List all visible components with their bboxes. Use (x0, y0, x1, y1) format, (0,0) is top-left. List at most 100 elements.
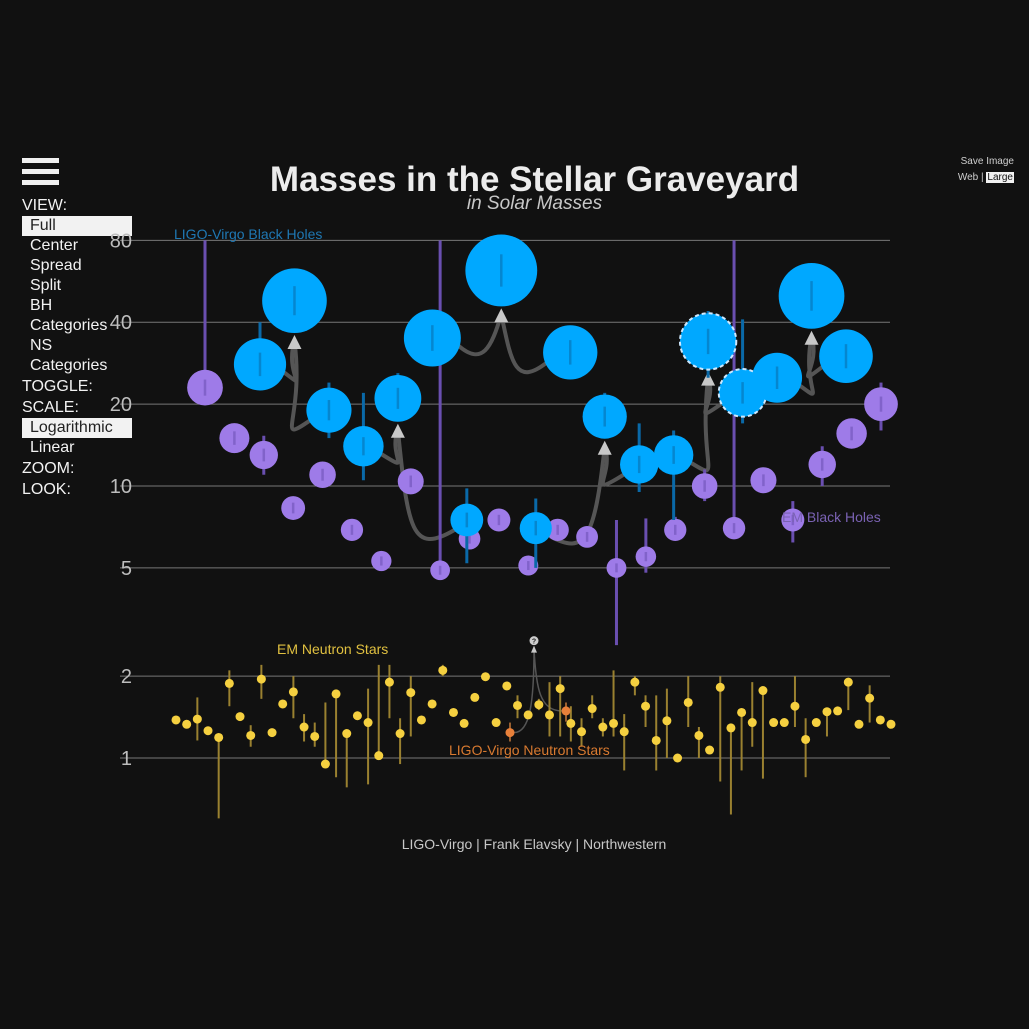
em-neutron-star-point[interactable] (331, 689, 341, 699)
em-neutron-star-point[interactable] (374, 751, 384, 761)
em-neutron-star-point[interactable] (630, 677, 640, 687)
view-option-spread[interactable]: Spread (30, 257, 82, 274)
em-neutron-star-point[interactable] (171, 715, 181, 725)
em-neutron-star-point[interactable] (320, 759, 330, 769)
em-neutron-star-point[interactable] (299, 722, 309, 732)
save-image-panel: Save Image Web | Large (958, 154, 1014, 186)
em-neutron-star-point[interactable] (790, 701, 800, 711)
em-neutron-star-point[interactable] (406, 688, 416, 698)
y-tick-label: 1 (121, 748, 132, 770)
chart-title: Masses in the Stellar Graveyard (269, 160, 800, 199)
em-neutron-star-point[interactable] (609, 718, 619, 728)
em-neutron-star-point[interactable] (705, 745, 715, 755)
em-neutron-star-point[interactable] (545, 710, 555, 720)
em-neutron-star-point[interactable] (534, 700, 544, 710)
em-neutron-star-point[interactable] (577, 727, 587, 737)
em-neutron-star-point[interactable] (427, 699, 437, 709)
em-neutron-star-point[interactable] (747, 718, 757, 728)
question-mark-icon[interactable] (529, 636, 539, 646)
em-neutron-star-point[interactable] (779, 718, 789, 728)
em-neutron-star-point[interactable] (192, 714, 202, 724)
em-neutron-star-point[interactable] (769, 718, 779, 728)
em-neutron-star-point[interactable] (811, 718, 821, 728)
em-neutron-star-point[interactable] (256, 674, 266, 684)
em-neutron-star-point[interactable] (758, 686, 768, 696)
em-neutron-star-point[interactable] (673, 753, 683, 763)
em-neutron-star-point[interactable] (886, 719, 896, 729)
save-image-label: Save Image (960, 156, 1014, 167)
em-neutron-star-point[interactable] (715, 682, 725, 692)
hamburger-menu-icon[interactable] (22, 158, 59, 188)
ligo-neutron-star-point[interactable] (561, 706, 571, 716)
em-neutron-star-point[interactable] (801, 734, 811, 744)
view-option-center[interactable]: Center (30, 237, 79, 254)
em-neutron-star-point[interactable] (384, 677, 394, 687)
em-neutron-star-point[interactable] (203, 726, 213, 736)
merger-arrowhead (597, 440, 612, 455)
em-neutron-star-point[interactable] (865, 693, 875, 703)
em-neutron-star-point[interactable] (651, 735, 661, 745)
view-option-split[interactable]: Split (30, 277, 62, 294)
em-neutron-star-point[interactable] (523, 710, 533, 720)
y-tick-label: 80 (110, 230, 132, 252)
em-neutron-star-point[interactable] (833, 706, 843, 716)
em-neutron-star-point[interactable] (512, 700, 522, 710)
em-neutron-star-point[interactable] (459, 718, 469, 728)
em-neutron-star-point[interactable] (235, 712, 245, 722)
em-neutron-star-point[interactable] (491, 718, 501, 728)
em-neutron-star-point[interactable] (470, 692, 480, 702)
em-neutron-star-point[interactable] (502, 681, 512, 691)
em-neutron-star-point[interactable] (619, 727, 629, 737)
em-neutron-star-point[interactable] (267, 728, 277, 738)
ns-merger-arrowhead (531, 645, 537, 653)
em-neutron-star-point[interactable] (641, 701, 651, 711)
em-neutron-star-point[interactable] (822, 707, 832, 717)
scale-option-logarithmic[interactable]: Logarithmic (22, 418, 132, 438)
ligo-neutron-star-point[interactable] (505, 728, 515, 738)
em-neutron-star-point[interactable] (726, 723, 736, 733)
view-label: VIEW: (22, 197, 68, 214)
em-neutron-star-point[interactable] (662, 716, 672, 726)
em-neutron-star-point[interactable] (587, 704, 597, 714)
view-option-ns-categories[interactable]: NS Categories (30, 337, 108, 374)
view-option-bh-categories[interactable]: BH Categories (30, 297, 108, 334)
zoom-label[interactable]: ZOOM: (22, 460, 75, 477)
em-neutron-star-point[interactable] (416, 715, 426, 725)
em-neutron-star-point[interactable] (854, 719, 864, 729)
ns-merger-arrow-left (513, 648, 535, 734)
ns-merger-arrow-right (533, 648, 563, 712)
em-neutron-star-point[interactable] (480, 672, 490, 682)
em-neutron-star-point[interactable] (214, 732, 224, 742)
em-neutron-star-point[interactable] (363, 718, 373, 728)
em-neutron-star-point[interactable] (438, 665, 448, 675)
merger-arrow-right (600, 446, 626, 487)
em-neutron-star-point[interactable] (448, 707, 458, 717)
merger-arrowhead (390, 423, 405, 438)
em-neutron-star-point[interactable] (182, 719, 192, 729)
em-neutron-star-point[interactable] (288, 687, 298, 697)
em-neutron-star-point[interactable] (683, 697, 693, 707)
save-large-link[interactable]: Large (986, 172, 1014, 183)
em-neutron-star-point[interactable] (246, 730, 256, 740)
em-neutron-star-point[interactable] (342, 729, 352, 739)
em-neutron-star-point[interactable] (694, 730, 704, 740)
ligo-neutron-stars-series (505, 702, 571, 742)
toggle-label[interactable]: TOGGLE: (22, 378, 93, 395)
em-neutron-star-point[interactable] (278, 699, 288, 709)
scale-option-linear[interactable]: Linear (30, 439, 75, 456)
view-option-full[interactable]: Full (22, 216, 132, 236)
em-neutron-star-point[interactable] (352, 711, 362, 721)
annotation-em-black-holes: EM Black Holes (782, 509, 881, 525)
save-web-link[interactable]: Web (957, 172, 979, 183)
em-neutron-star-point[interactable] (843, 677, 853, 687)
look-label[interactable]: LOOK: (22, 481, 71, 498)
em-neutron-star-point[interactable] (310, 731, 320, 741)
em-neutron-star-point[interactable] (555, 684, 565, 694)
em-neutron-star-point[interactable] (566, 718, 576, 728)
em-neutron-star-point[interactable] (737, 707, 747, 717)
em-neutron-star-point[interactable] (875, 715, 885, 725)
em-neutron-star-point[interactable] (395, 729, 405, 739)
y-tick-label: 5 (121, 558, 132, 580)
em-neutron-star-point[interactable] (224, 678, 234, 688)
em-neutron-star-point[interactable] (598, 722, 608, 732)
